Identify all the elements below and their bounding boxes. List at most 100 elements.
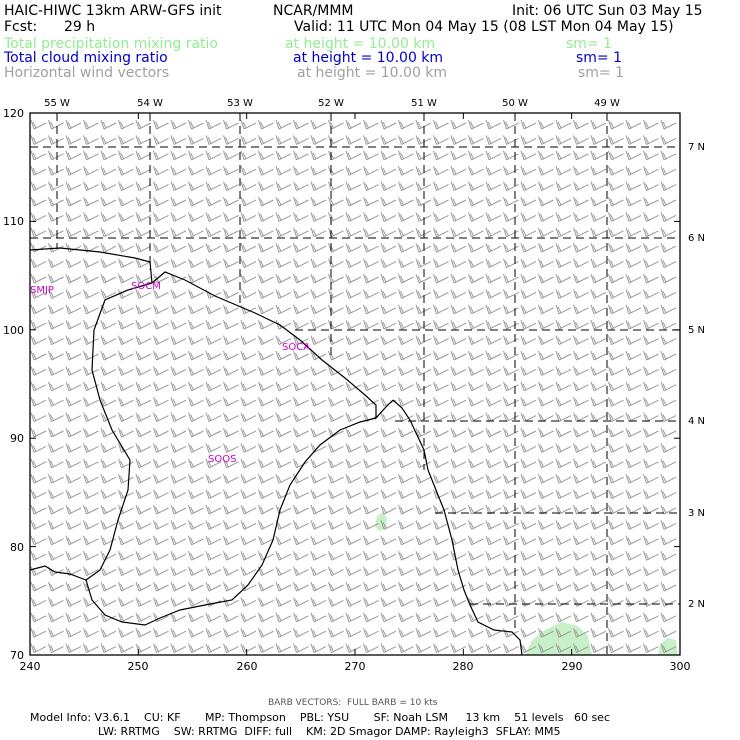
wind-barb bbox=[450, 304, 467, 315]
border-sw bbox=[29, 565, 87, 581]
wind-barb bbox=[485, 166, 502, 176]
wind-barb bbox=[65, 273, 82, 284]
wind-barb bbox=[450, 119, 467, 130]
wind-barb bbox=[590, 243, 607, 253]
wind-barb bbox=[450, 150, 467, 161]
wind-barb bbox=[345, 335, 362, 346]
wind-barb bbox=[380, 212, 397, 222]
wind-barb bbox=[363, 474, 379, 484]
wind-barb bbox=[660, 196, 677, 207]
wind-barb bbox=[363, 443, 379, 453]
wind-barb bbox=[188, 535, 204, 546]
wind-barb bbox=[555, 427, 572, 438]
wind-barb bbox=[30, 304, 47, 315]
wind-barb bbox=[345, 258, 362, 269]
wind-barb bbox=[100, 150, 117, 161]
wind-barb bbox=[188, 243, 204, 253]
wind-barb bbox=[538, 489, 554, 500]
wind-barb bbox=[555, 566, 572, 577]
wind-barb bbox=[153, 458, 169, 469]
wind-barb bbox=[608, 196, 624, 207]
wind-barb bbox=[258, 504, 274, 515]
wind-barb bbox=[240, 566, 257, 577]
wind-barb bbox=[485, 412, 502, 423]
wind-barb bbox=[520, 489, 537, 500]
wind-barb bbox=[520, 196, 537, 207]
wind-barb bbox=[293, 196, 309, 207]
wind-barb bbox=[415, 119, 432, 130]
wind-barb bbox=[380, 289, 397, 299]
wind-barb bbox=[573, 535, 589, 546]
wind-barb bbox=[433, 458, 449, 469]
wind-barb bbox=[625, 628, 642, 638]
wind-barb bbox=[30, 551, 47, 561]
wind-barb bbox=[573, 520, 589, 530]
wind-barb bbox=[293, 612, 309, 623]
wind-barb bbox=[293, 443, 309, 453]
wind-barb bbox=[30, 412, 47, 423]
wind-barb bbox=[625, 566, 642, 577]
wind-barb bbox=[153, 243, 169, 253]
wind-barb bbox=[223, 258, 239, 269]
longitude-labels: 55 W 54 W 53 W 52 W 51 W 50 W 49 W bbox=[44, 98, 620, 109]
wind-barb bbox=[433, 566, 449, 577]
wind-barb bbox=[223, 196, 239, 207]
wind-barb bbox=[468, 119, 484, 130]
wind-barb bbox=[398, 150, 414, 161]
wind-barb bbox=[590, 320, 607, 330]
wind-barb bbox=[83, 412, 99, 423]
wind-barb bbox=[240, 181, 257, 192]
wind-barb bbox=[240, 612, 257, 623]
wind-barb bbox=[538, 412, 554, 423]
wind-barb bbox=[345, 166, 362, 176]
wind-barb bbox=[100, 119, 117, 130]
wind-barb bbox=[83, 135, 99, 145]
wind-barb bbox=[380, 597, 397, 607]
wind-barb bbox=[258, 643, 274, 654]
fcst-value: 29 h bbox=[64, 19, 96, 35]
wind-barb bbox=[643, 643, 659, 654]
wind-barb bbox=[363, 458, 379, 469]
wind-barb bbox=[625, 458, 642, 469]
wind-barb bbox=[608, 489, 624, 500]
wind-barb bbox=[170, 535, 187, 546]
wind-barb bbox=[118, 535, 134, 546]
wind-barb bbox=[520, 166, 537, 176]
wind-barb bbox=[433, 119, 449, 130]
wind-barb bbox=[153, 628, 169, 638]
wind-barb bbox=[625, 551, 642, 561]
wind-barb bbox=[520, 320, 537, 330]
wind-barb bbox=[205, 489, 222, 500]
wind-barb bbox=[660, 150, 677, 161]
wind-barb bbox=[205, 566, 222, 577]
wind-barb bbox=[48, 320, 64, 330]
wind-barb bbox=[240, 119, 257, 130]
wind-barb bbox=[573, 119, 589, 130]
wind-barb bbox=[135, 412, 152, 423]
wind-barb bbox=[275, 243, 292, 253]
wind-barb bbox=[100, 458, 117, 469]
wind-barb bbox=[555, 196, 572, 207]
wind-barb bbox=[65, 551, 82, 561]
wind-barb bbox=[573, 628, 589, 638]
wind-barb bbox=[240, 196, 257, 207]
wind-barb bbox=[223, 566, 239, 577]
wind-barb bbox=[118, 273, 134, 284]
wind-barb bbox=[48, 504, 64, 515]
wind-barb bbox=[660, 643, 677, 654]
wind-barb bbox=[153, 227, 169, 238]
wind-barb bbox=[555, 320, 572, 330]
wind-barb bbox=[573, 489, 589, 500]
wind-barb bbox=[643, 397, 659, 407]
wind-barb bbox=[573, 643, 589, 654]
wind-barb bbox=[188, 181, 204, 192]
wind-barb bbox=[363, 227, 379, 238]
wind-barb bbox=[660, 335, 677, 346]
wind-barb bbox=[240, 474, 257, 484]
wind-barb bbox=[188, 366, 204, 376]
wind-barb bbox=[590, 489, 607, 500]
wind-barb bbox=[503, 520, 519, 530]
wind-barb bbox=[363, 628, 379, 638]
wind-barb bbox=[310, 227, 327, 238]
wind-barb bbox=[625, 597, 642, 607]
